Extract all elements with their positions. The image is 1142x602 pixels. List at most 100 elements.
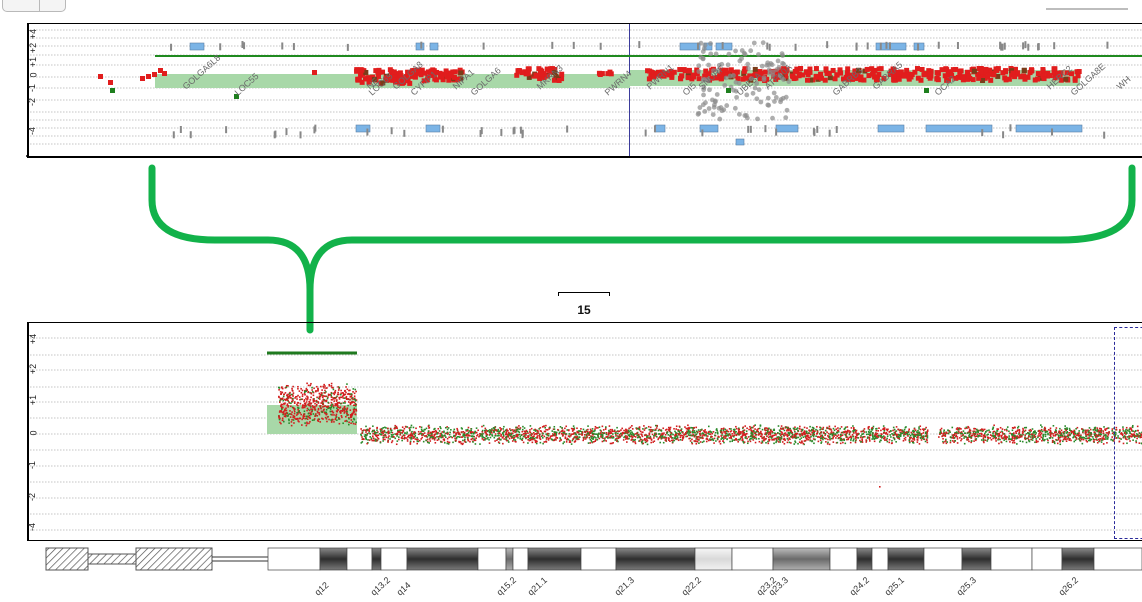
probe-point xyxy=(1077,434,1080,436)
probe-point xyxy=(985,431,987,433)
probe-point xyxy=(334,389,337,392)
probe-point xyxy=(412,437,415,439)
probe-point xyxy=(455,433,457,436)
detail-plot[interactable] xyxy=(0,320,1142,542)
probe-point xyxy=(1079,436,1081,439)
probe-point xyxy=(532,438,534,441)
probe-point xyxy=(758,440,761,443)
probe-point xyxy=(551,430,554,432)
probe-point xyxy=(416,69,422,75)
probe-point xyxy=(800,430,803,433)
probe-point xyxy=(832,433,835,436)
probe-point xyxy=(350,415,352,417)
probe-point xyxy=(697,105,703,110)
probe-point xyxy=(735,425,737,428)
probe-point xyxy=(522,425,524,428)
probe-point xyxy=(942,437,944,440)
probe-point xyxy=(1135,433,1138,435)
probe-point xyxy=(774,67,780,72)
probe-point xyxy=(1114,433,1117,436)
probe-point xyxy=(859,439,861,442)
probe-point xyxy=(918,428,920,430)
probe-point xyxy=(485,434,488,437)
probe-point xyxy=(345,386,347,388)
probe-point xyxy=(285,386,288,389)
probe-point xyxy=(365,434,368,437)
panel-tab[interactable] xyxy=(2,0,66,12)
probe-point xyxy=(511,432,514,435)
probe-point xyxy=(859,436,862,439)
probe-point xyxy=(628,435,631,438)
probe-point xyxy=(394,424,397,427)
probe-point xyxy=(404,425,407,428)
probe-point xyxy=(603,440,605,442)
probe-point xyxy=(443,438,446,441)
probe-point xyxy=(1031,439,1034,441)
probe-point xyxy=(1050,432,1053,435)
probe-point xyxy=(868,434,871,437)
probe-point xyxy=(690,441,693,444)
probe-point xyxy=(775,441,777,444)
probe-point xyxy=(437,438,440,441)
probe-point xyxy=(1016,429,1019,431)
probe-point xyxy=(622,432,624,435)
probe-point xyxy=(968,440,970,443)
probe-point xyxy=(422,440,425,443)
cnv-tick xyxy=(888,42,891,50)
probe-point xyxy=(706,62,711,68)
probe-point xyxy=(327,396,329,398)
probe-point xyxy=(984,435,987,438)
probe-point xyxy=(1012,440,1015,442)
probe-point xyxy=(378,432,381,435)
probe-point xyxy=(604,437,606,440)
scrollbar-thumb[interactable] xyxy=(1046,8,1128,10)
probe-point xyxy=(771,435,774,438)
probe-point xyxy=(1068,437,1070,440)
probe-point xyxy=(533,433,536,436)
probe-point xyxy=(914,435,917,438)
probe-point xyxy=(480,433,482,435)
probe-point xyxy=(1064,438,1067,441)
probe-point xyxy=(1079,439,1081,442)
probe-point xyxy=(532,438,535,440)
probe-point xyxy=(1016,427,1019,429)
probe-point xyxy=(829,438,831,441)
probe-point xyxy=(353,392,356,395)
probe-point xyxy=(623,429,625,432)
probe-point xyxy=(458,436,461,438)
probe-point xyxy=(876,427,878,430)
probe-point xyxy=(304,417,307,420)
probe-point xyxy=(791,437,794,439)
probe-point xyxy=(996,430,998,432)
overview-cursor-line[interactable] xyxy=(629,24,630,156)
probe-point xyxy=(669,74,675,80)
probe-point xyxy=(328,393,331,396)
probe-point xyxy=(758,432,760,434)
probe-point xyxy=(469,430,472,433)
probe-point xyxy=(920,434,922,437)
probe-point xyxy=(767,442,770,445)
probe-point xyxy=(752,66,758,72)
probe-point xyxy=(287,406,289,408)
probe-point xyxy=(368,430,371,433)
probe-point xyxy=(1098,434,1100,437)
probe-point xyxy=(730,435,732,437)
probe-point xyxy=(685,431,687,434)
probe-point xyxy=(491,428,493,430)
probe-point xyxy=(440,441,442,443)
cnv-tick xyxy=(775,128,778,136)
probe-point xyxy=(887,428,889,431)
probe-point xyxy=(525,432,527,435)
probe-point xyxy=(738,427,740,430)
probe-point xyxy=(573,428,575,431)
probe-point xyxy=(280,410,283,413)
probe-point xyxy=(1131,426,1134,429)
probe-point xyxy=(835,428,838,430)
probe-point xyxy=(566,437,569,440)
probe-point xyxy=(448,72,454,78)
probe-point xyxy=(688,437,690,440)
probe-point xyxy=(783,94,789,100)
probe-point xyxy=(1104,428,1106,431)
probe-point xyxy=(392,435,395,438)
